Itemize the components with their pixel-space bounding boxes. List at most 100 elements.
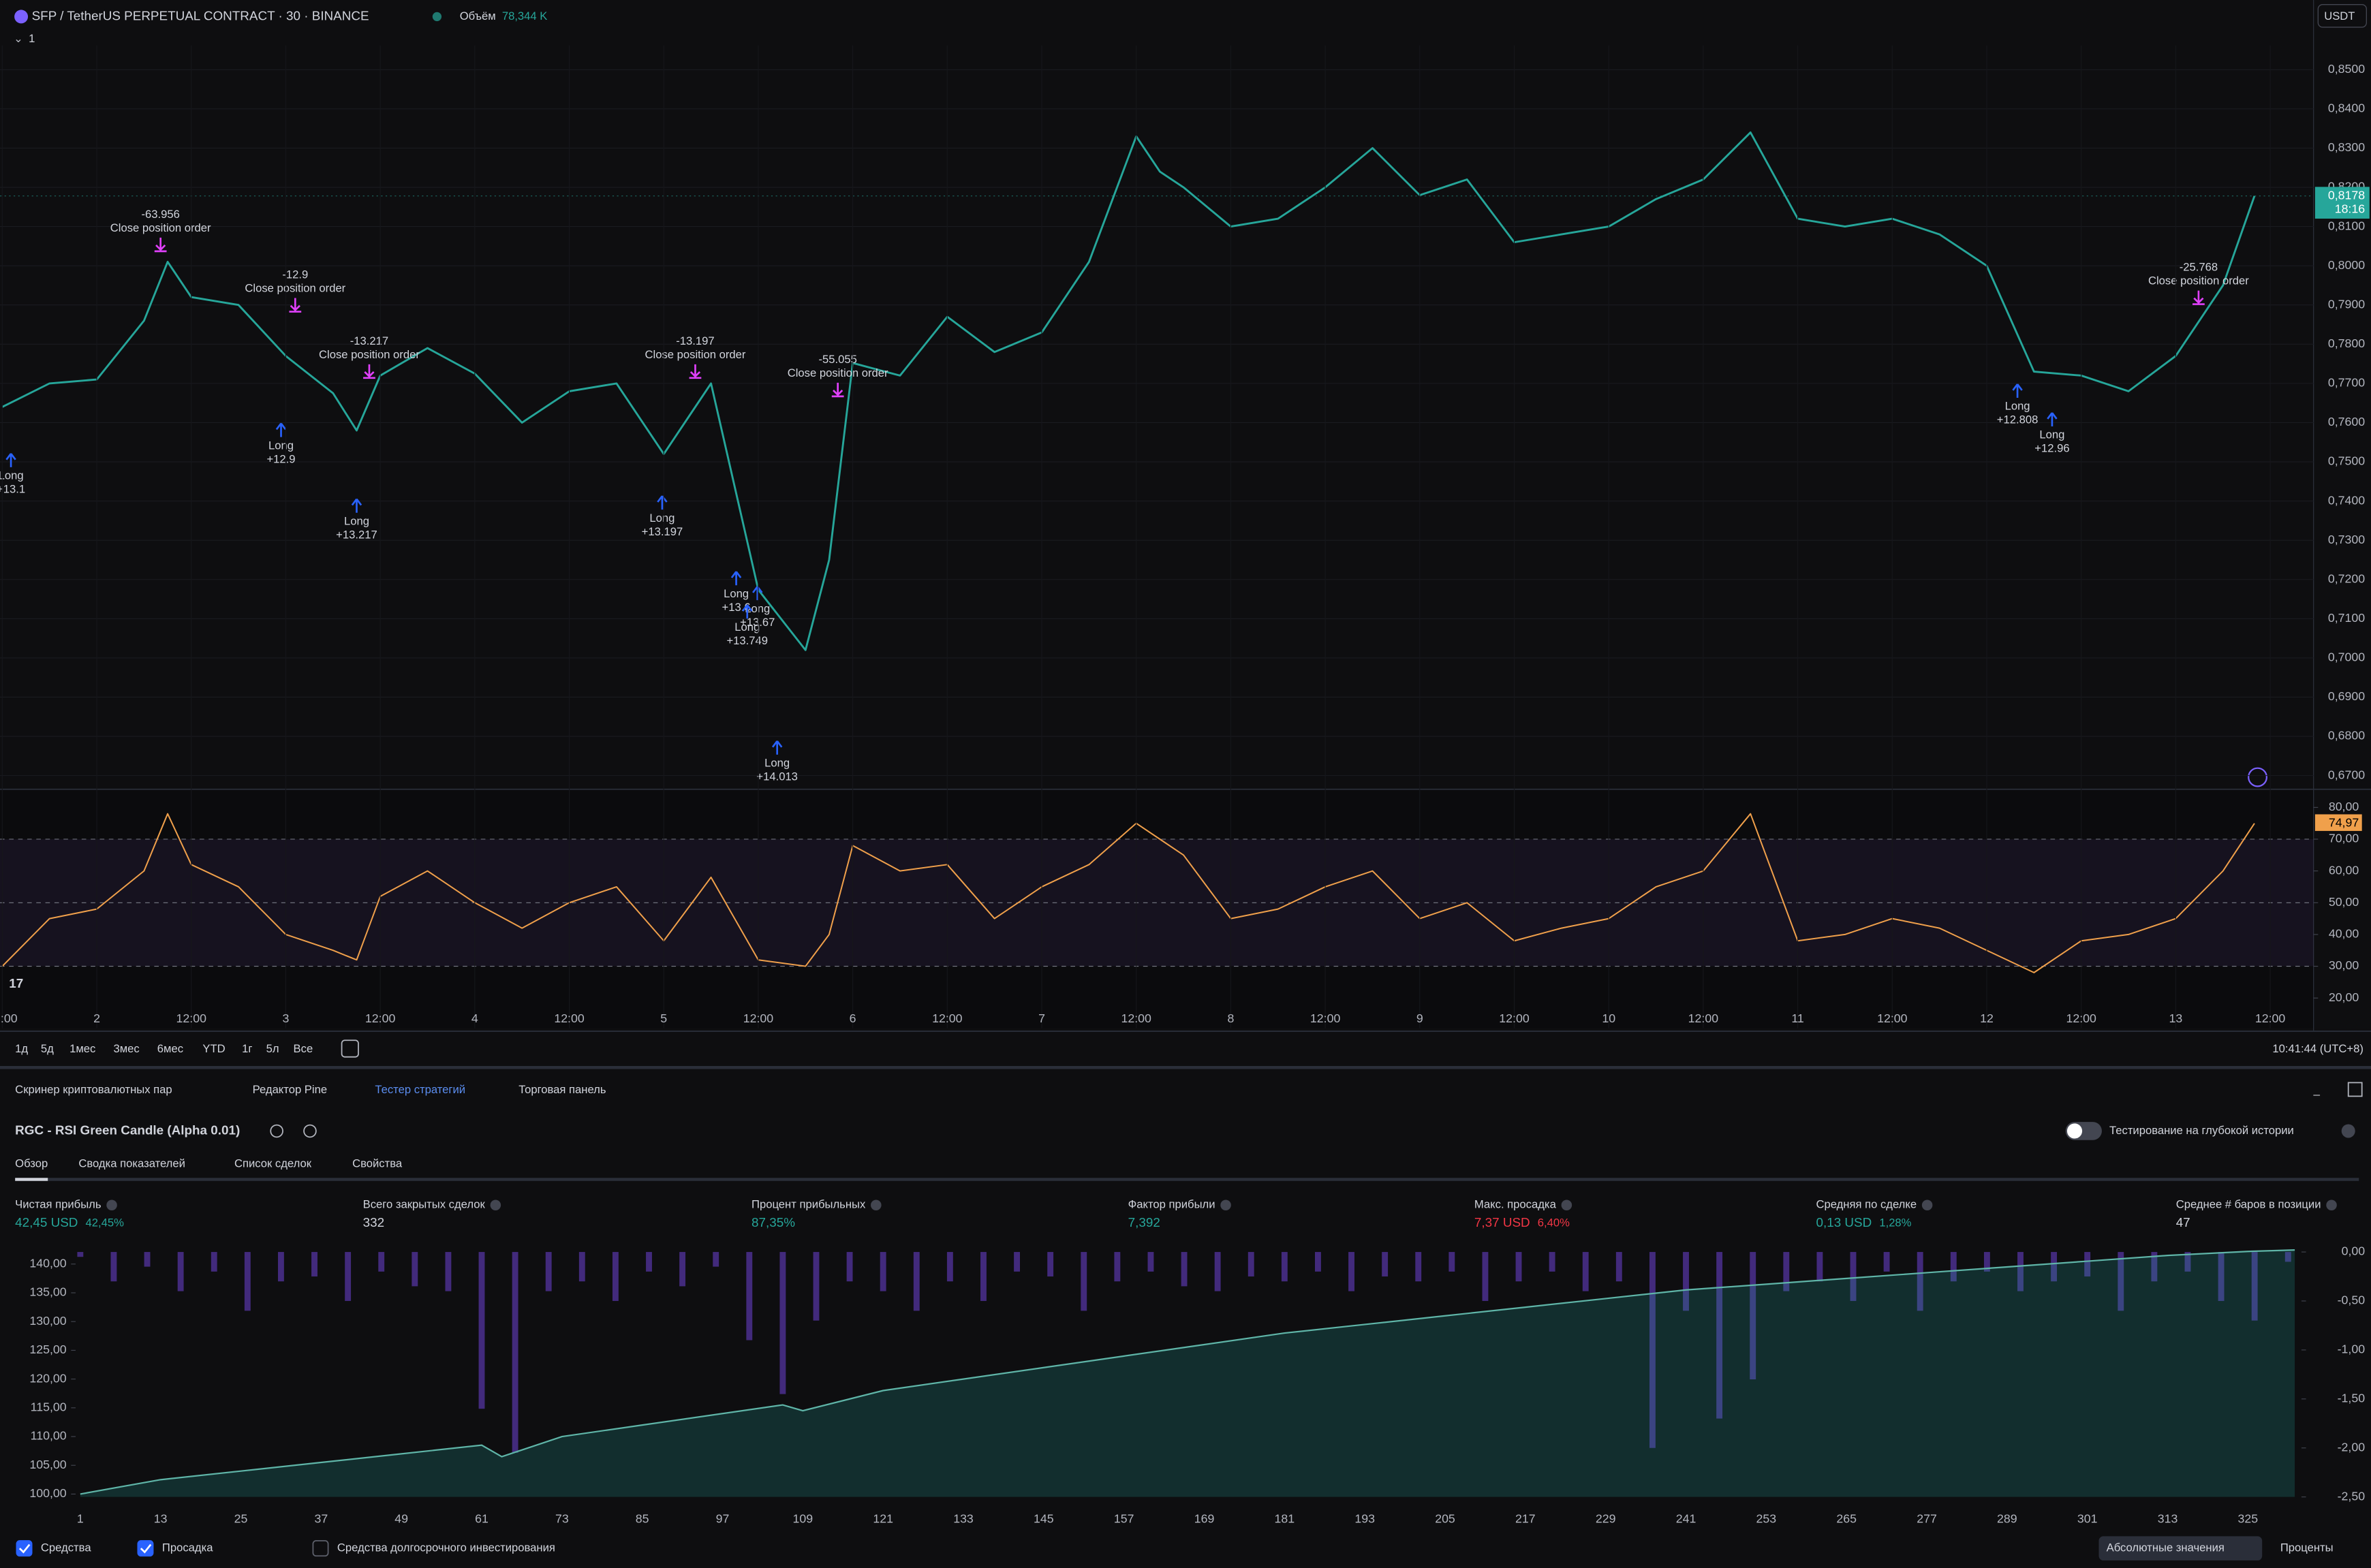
panel-tab[interactable]: Торговая панель (518, 1083, 606, 1096)
period-button[interactable]: YTD (202, 1042, 225, 1055)
panel-tab[interactable]: Редактор Pine (253, 1083, 327, 1096)
period-button[interactable]: 5д (41, 1042, 54, 1055)
period-button[interactable]: 6мес (157, 1042, 183, 1055)
y-tick-label: 130,00 (29, 1314, 66, 1328)
info-icon[interactable] (106, 1199, 117, 1211)
x-tick-label: 277 (1917, 1512, 1937, 1526)
y-tick-label: 0,6800 (2328, 729, 2365, 742)
y-tick-label: 0,7000 (2328, 650, 2365, 664)
x-tick-label: 7 (1038, 1012, 1045, 1025)
toggle-knob (2066, 1123, 2083, 1139)
exit-marker (689, 364, 702, 379)
x-tick-label: 61 (475, 1512, 489, 1526)
info-icon[interactable] (1561, 1199, 1572, 1211)
period-button[interactable]: 1г (242, 1042, 252, 1055)
drawdown-bar (1448, 1252, 1455, 1272)
metrics: Чистая прибыль 42,45 USD 42,45% Всего закры… (15, 1198, 2337, 1229)
y-tick-label: 0,7300 (2328, 533, 2365, 546)
trade-label: Long (268, 439, 294, 452)
x-tick-label: 169 (1194, 1512, 1215, 1526)
y2-tick-label: -1,50 (2338, 1392, 2366, 1405)
strategy-tab[interactable]: Обзор (15, 1157, 48, 1170)
trade-label: Long (745, 602, 770, 615)
info-icon[interactable] (490, 1199, 501, 1211)
period-button[interactable]: 1д (15, 1042, 28, 1055)
currency-label[interactable]: USDT (2324, 10, 2355, 22)
x-tick-label: 133 (953, 1512, 974, 1526)
period-button[interactable]: Все (294, 1042, 313, 1055)
legend-item[interactable]: Средства долгосрочного инвестирования (337, 1541, 555, 1554)
long-arrow (2047, 412, 2058, 427)
exit-marker (363, 364, 375, 379)
strategy-tab[interactable]: Свойства (352, 1157, 403, 1170)
drawdown-bar (2284, 1252, 2291, 1262)
strategy-tabs: Обзор Сводка показателей Список сделок Свой… (15, 1157, 403, 1181)
legend-item[interactable]: Просадка (162, 1541, 213, 1554)
drawdown-bar (1114, 1252, 1121, 1282)
drawdown-bar (1348, 1252, 1354, 1291)
metric-value: 7,37 USD (1474, 1215, 1530, 1229)
x-tick-label: 12:00 (1310, 1012, 1341, 1025)
strategy-title: RGC - RSI Green Candle (Alpha 0.01) (15, 1123, 240, 1137)
info-icon[interactable] (1220, 1199, 1231, 1211)
y-tick-label: 0,8500 (2328, 62, 2365, 76)
minimize-icon[interactable]: _ (2313, 1083, 2321, 1096)
x-tick-label: 6 (850, 1012, 856, 1025)
checkbox[interactable] (137, 1540, 154, 1557)
legend-item[interactable]: Средства (41, 1541, 91, 1554)
y-tick-label: 0,7500 (2328, 454, 2365, 468)
countdown: 18:16 (2335, 202, 2366, 215)
drawdown-bar (1750, 1252, 1756, 1380)
mode-button[interactable]: Абсолютные значения (2107, 1541, 2225, 1554)
strategy-tab[interactable]: Список сделок (234, 1157, 312, 1170)
checkmark (140, 1543, 152, 1554)
x-tick-label: 12:00 (176, 1012, 207, 1025)
currency-button[interactable] (2317, 3, 2368, 28)
mode-button[interactable]: Проценты (2280, 1541, 2334, 1554)
panel-tab[interactable]: Скринер криптовалютных пар (15, 1083, 172, 1096)
y-tick-label: 0,7800 (2328, 336, 2365, 350)
period-button[interactable]: 5л (266, 1042, 279, 1055)
indicator-count[interactable]: 1 (29, 32, 35, 45)
strategy-tab[interactable]: Сводка показателей (78, 1157, 185, 1170)
refresh-icon[interactable] (303, 1124, 317, 1138)
collapse-caret[interactable]: ⌄ (14, 32, 23, 45)
y2-tick-label: -1,00 (2338, 1343, 2366, 1356)
checkbox[interactable] (312, 1540, 329, 1557)
trade-amount: +13.749 (726, 634, 768, 647)
y-tick-label: 0,7200 (2328, 571, 2365, 585)
x-tick-label: 97 (716, 1512, 730, 1526)
y-tick-label: 20,00 (2329, 990, 2359, 1004)
help-icon[interactable] (2341, 1124, 2355, 1138)
period-button[interactable]: 1мес (69, 1042, 95, 1055)
drawdown-bar (77, 1252, 84, 1257)
drawdown-bar (779, 1252, 786, 1394)
checkbox[interactable] (16, 1540, 33, 1557)
maximize-icon[interactable] (2347, 1082, 2363, 1097)
y2-tick-label: 0,00 (2342, 1244, 2366, 1258)
trade-label: Long (649, 512, 675, 524)
x-tick-label: 13 (2169, 1012, 2183, 1025)
drawdown-bar (1181, 1252, 1188, 1287)
y-tick-label: 0,7900 (2328, 297, 2365, 311)
x-tick-label: 241 (1676, 1512, 1696, 1526)
volume-label: Объём (460, 10, 496, 22)
drawdown-bar (378, 1252, 385, 1272)
y-tick-label: 100,00 (29, 1486, 66, 1500)
exit-label: Close position order (788, 366, 888, 379)
date-range-icon[interactable] (341, 1039, 359, 1058)
period-button[interactable]: 3мес (113, 1042, 139, 1055)
y-tick-label: 50,00 (2329, 895, 2359, 909)
drawdown-bar (1081, 1252, 1087, 1311)
settings-icon[interactable] (270, 1124, 283, 1138)
y-tick-label: 30,00 (2329, 958, 2359, 972)
info-icon[interactable] (2326, 1199, 2337, 1211)
symbol-title[interactable]: SFP / TetherUS PERPETUAL CONTRACT · 30 ·… (32, 8, 369, 22)
panel-tab[interactable]: Тестер стратегий (375, 1083, 465, 1096)
long-arrow (657, 495, 668, 510)
y-tick-label: 0,8100 (2328, 219, 2365, 232)
alert-icon[interactable] (2248, 767, 2267, 787)
info-icon[interactable] (1921, 1199, 1933, 1211)
x-tick-label: 313 (2158, 1512, 2178, 1526)
info-icon[interactable] (871, 1199, 882, 1211)
